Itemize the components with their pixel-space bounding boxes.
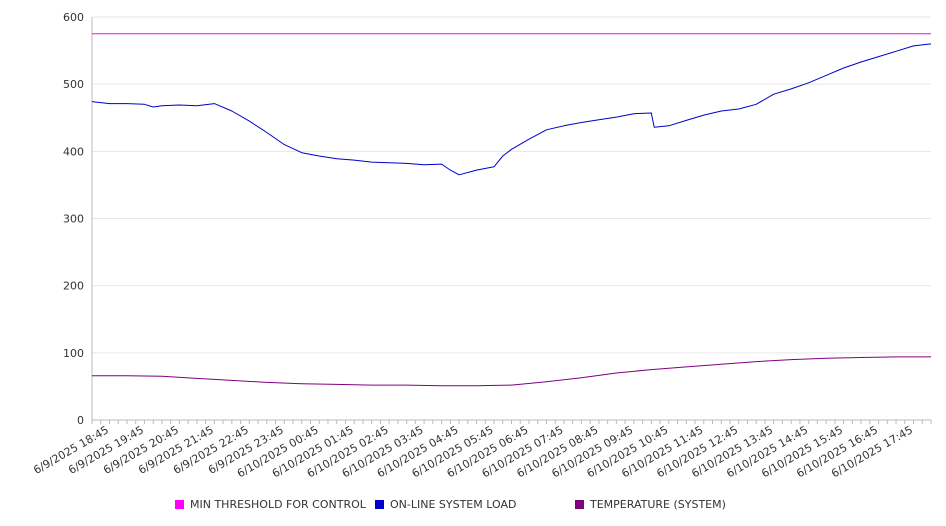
y-axis-labels: 0 100 200 300 400 500 600 xyxy=(63,11,84,427)
x-axis-ticks xyxy=(91,420,932,424)
series-line-2 xyxy=(92,356,931,387)
series-lines xyxy=(91,33,932,387)
legend-item-system-load: ON-LINE SYSTEM LOAD xyxy=(375,498,516,511)
legend-swatch-min-threshold xyxy=(175,500,184,509)
legend-item-temperature: TEMPERATURE (SYSTEM) xyxy=(575,498,726,511)
y-tick-label: 300 xyxy=(63,213,84,226)
legend-swatch-temperature xyxy=(575,500,584,509)
legend-label-min-threshold: MIN THRESHOLD FOR CONTROL xyxy=(190,498,366,511)
legend-item-min-threshold: MIN THRESHOLD FOR CONTROL xyxy=(175,498,366,511)
legend-label-temperature: TEMPERATURE (SYSTEM) xyxy=(590,498,726,511)
y-tick-label: 400 xyxy=(63,145,84,158)
y-tick-label: 500 xyxy=(63,78,84,91)
legend-swatch-system-load xyxy=(375,500,384,509)
legend: MIN THRESHOLD FOR CONTROL ON-LINE SYSTEM… xyxy=(0,496,946,516)
y-tick-label: 200 xyxy=(63,280,84,293)
x-axis-labels: 6/9/2025 18:456/9/2025 19:456/9/2025 20:… xyxy=(31,423,915,480)
series-line-1 xyxy=(91,43,932,176)
legend-label-system-load: ON-LINE SYSTEM LOAD xyxy=(390,498,517,511)
y-tick-label: 600 xyxy=(63,11,84,24)
y-tick-label: 100 xyxy=(63,347,84,360)
y-tick-label: 0 xyxy=(77,414,84,427)
grid-lines xyxy=(91,16,931,421)
line-chart: 0 100 200 300 400 500 600 6/9/2025 18:456/9/20… xyxy=(31,11,932,480)
